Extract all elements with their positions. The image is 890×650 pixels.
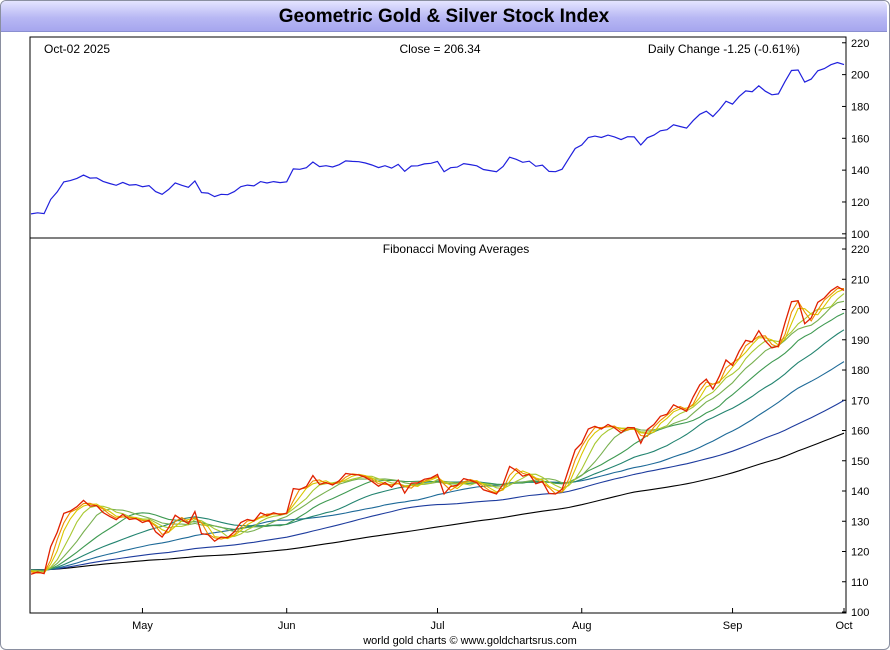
fib-ytick-label: 120 — [851, 547, 869, 559]
fib-ytick-label: 130 — [851, 516, 869, 528]
fib-ytick-label: 220 — [851, 244, 869, 256]
price-ytick-label: 120 — [851, 197, 869, 209]
fib-ytick-label: 160 — [851, 426, 869, 438]
price-ytick-label: 220 — [851, 38, 869, 50]
price-ytick-label: 180 — [851, 101, 869, 113]
fib-ytick-label: 210 — [851, 274, 869, 286]
footer-credit: world gold charts © www.goldchartsrus.co… — [362, 635, 577, 647]
xtick-label: Oct — [835, 620, 852, 632]
chart-title: Geometric Gold & Silver Stock Index — [1, 1, 887, 32]
xtick-label: Sep — [723, 620, 743, 632]
fib-ma-8-line — [30, 300, 845, 572]
xtick-label: Jun — [278, 620, 296, 632]
fib-ytick-label: 190 — [851, 335, 869, 347]
fib-ytick-label: 180 — [851, 365, 869, 377]
price-change-label: Daily Change -1.25 (-0.61%) — [648, 42, 800, 56]
xtick-label: Aug — [572, 620, 592, 632]
fib-ytick-label: 140 — [851, 486, 869, 498]
fib-ma-1-line — [30, 285, 845, 575]
price-panel-frame — [29, 36, 847, 239]
fib-panel-frame — [29, 237, 847, 614]
fib-ma-5-line — [30, 293, 845, 573]
fib-ytick-label: 150 — [851, 456, 869, 468]
price-series-line — [30, 61, 845, 215]
price-date-label: Oct-02 2025 — [44, 42, 110, 56]
price-close-label: Close = 206.34 — [399, 42, 480, 56]
fib-ytick-label: 100 — [851, 607, 869, 619]
price-ytick-label: 140 — [851, 165, 869, 177]
fib-ma-55-line — [30, 399, 845, 571]
price-ytick-label: 200 — [851, 70, 869, 82]
fib-ma-13-line — [30, 312, 845, 572]
fib-ma-34-line — [30, 361, 845, 571]
fib-subtitle: Fibonacci Moving Averages — [383, 242, 530, 256]
xtick-label: Jul — [430, 620, 444, 632]
fib-ytick-label: 170 — [851, 395, 869, 407]
price-ytick-label: 100 — [851, 229, 869, 241]
fib-ma-89-line — [31, 432, 845, 571]
fib-ytick-label: 110 — [851, 577, 869, 589]
xtick-label: May — [132, 620, 153, 632]
price-ytick-label: 160 — [851, 133, 869, 145]
fib-ytick-label: 200 — [851, 305, 869, 317]
